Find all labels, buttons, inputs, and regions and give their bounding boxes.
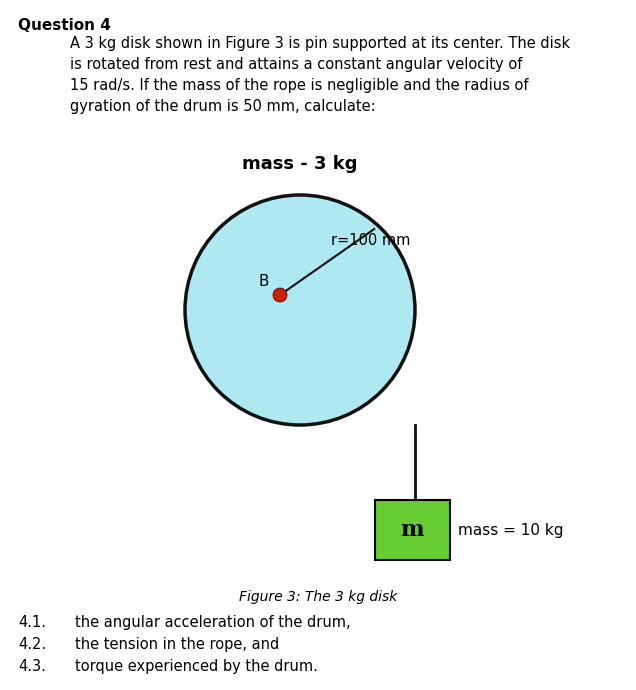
Text: mass = 10 kg: mass = 10 kg xyxy=(458,522,563,538)
Text: 4.1.: 4.1. xyxy=(18,615,46,630)
Text: B: B xyxy=(258,274,268,289)
Text: mass - 3 kg: mass - 3 kg xyxy=(242,155,357,173)
Text: A 3 kg disk shown in Figure 3 is pin supported at its center. The disk
is rotate: A 3 kg disk shown in Figure 3 is pin sup… xyxy=(70,36,570,114)
Bar xyxy=(375,500,450,560)
Text: r=100 mm: r=100 mm xyxy=(331,233,410,248)
Text: m: m xyxy=(401,519,424,541)
Text: Question 4: Question 4 xyxy=(18,18,111,33)
Text: the angular acceleration of the drum,: the angular acceleration of the drum, xyxy=(75,615,350,630)
Text: torque experienced by the drum.: torque experienced by the drum. xyxy=(75,659,318,674)
Circle shape xyxy=(185,195,415,425)
Text: 4.2.: 4.2. xyxy=(18,637,46,652)
Text: Figure 3: The 3 kg disk: Figure 3: The 3 kg disk xyxy=(239,590,397,604)
Circle shape xyxy=(273,288,287,302)
Text: the tension in the rope, and: the tension in the rope, and xyxy=(75,637,279,652)
Text: 4.3.: 4.3. xyxy=(18,659,46,674)
